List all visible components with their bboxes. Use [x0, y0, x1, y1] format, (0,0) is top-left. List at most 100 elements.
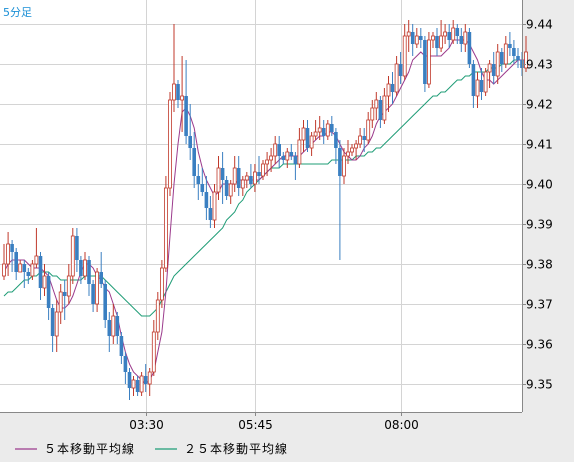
candle	[107, 312, 112, 352]
candle-body-up	[261, 163, 265, 177]
candle-body-up	[285, 151, 290, 161]
candle-body-up	[346, 151, 350, 157]
candle-body-up	[151, 331, 156, 373]
grid-lines	[0, 0, 522, 412]
ma5-line	[3, 39, 526, 385]
plot-area	[0, 0, 522, 412]
y-tick-label: 9.37	[526, 298, 553, 312]
candle	[281, 152, 286, 164]
candle-body-down	[455, 28, 460, 36]
candle	[22, 260, 27, 288]
y-tick-label: 9.36	[526, 338, 553, 352]
candle	[135, 376, 140, 396]
candle	[26, 268, 31, 284]
candle-body-up	[443, 31, 448, 37]
candle-body-up	[358, 135, 363, 145]
candle-body-up	[370, 107, 375, 121]
candle	[91, 280, 95, 312]
candle-body-up	[426, 39, 431, 85]
candle	[265, 152, 270, 176]
candle-body-down	[447, 32, 451, 40]
candle	[435, 28, 439, 56]
candle	[249, 164, 253, 188]
timeframe-label: 5分足	[3, 6, 32, 19]
candle-body-down	[224, 180, 229, 196]
candle	[451, 20, 456, 44]
y-tick-label: 9.40	[526, 178, 553, 192]
candle	[313, 120, 318, 140]
candle	[139, 372, 144, 396]
candle-body-down	[471, 64, 476, 96]
candle	[200, 168, 205, 196]
candle	[224, 176, 229, 200]
candle	[330, 116, 334, 136]
candles-group	[2, 20, 528, 400]
candle-body-down	[508, 44, 512, 48]
candle	[2, 244, 6, 280]
candle	[358, 128, 363, 148]
candle-body-down	[236, 168, 241, 188]
candle	[410, 24, 415, 56]
candle	[220, 152, 225, 204]
candle	[54, 300, 59, 352]
candle	[38, 252, 43, 300]
candle	[228, 180, 233, 204]
candle	[495, 44, 500, 84]
x-tick-label: 05:45	[238, 418, 273, 432]
candle	[252, 164, 257, 192]
candle	[350, 144, 354, 156]
candle	[58, 284, 63, 324]
candle-body-down	[10, 244, 14, 252]
candle	[321, 120, 326, 144]
candle	[196, 164, 201, 200]
candle-body-down	[204, 192, 209, 208]
candle	[305, 120, 310, 152]
candle	[463, 24, 468, 52]
candle	[83, 252, 87, 280]
legend: ５本移動平均線 ２５本移動平均線	[15, 441, 287, 456]
candle	[232, 156, 237, 192]
candle-body-down	[87, 260, 91, 284]
candle	[419, 28, 423, 48]
candle-body-up	[216, 167, 221, 193]
candle-body-up	[163, 187, 168, 269]
x-axis-ticks: 03:30 05:45 08:00	[129, 412, 419, 432]
candle	[285, 148, 290, 168]
candle	[208, 196, 213, 228]
candle	[475, 72, 480, 108]
candle	[50, 304, 55, 352]
candle-body-down	[512, 48, 516, 56]
candle	[297, 128, 302, 168]
candle	[402, 24, 407, 80]
candle	[257, 156, 261, 184]
candle	[180, 56, 185, 132]
candle-body-down	[103, 284, 107, 320]
candle-body-down	[410, 32, 415, 44]
candle-body-up	[6, 243, 10, 265]
candle	[244, 172, 249, 188]
candle-body-up	[58, 291, 63, 313]
candle-body-up	[252, 171, 257, 185]
candle-body-up	[265, 159, 270, 165]
candle-body-down	[249, 176, 253, 184]
candle	[131, 376, 136, 396]
candle	[394, 56, 399, 96]
candle	[293, 152, 298, 180]
candle-body-up	[168, 99, 172, 189]
candle-body-up	[159, 267, 164, 301]
candle-body-down	[479, 80, 484, 92]
candle-body-down	[91, 284, 95, 304]
candle	[500, 48, 504, 72]
candle	[87, 256, 91, 296]
candle	[366, 112, 371, 144]
candle-body-down	[38, 256, 43, 288]
candle-body-down	[192, 148, 196, 176]
candle	[240, 176, 245, 196]
candle	[147, 368, 152, 396]
candle	[512, 40, 516, 64]
candle	[431, 32, 435, 48]
candle	[42, 264, 47, 296]
candle-body-up	[232, 167, 237, 185]
candle-body-down	[208, 208, 213, 220]
candle-body-down	[62, 292, 67, 296]
